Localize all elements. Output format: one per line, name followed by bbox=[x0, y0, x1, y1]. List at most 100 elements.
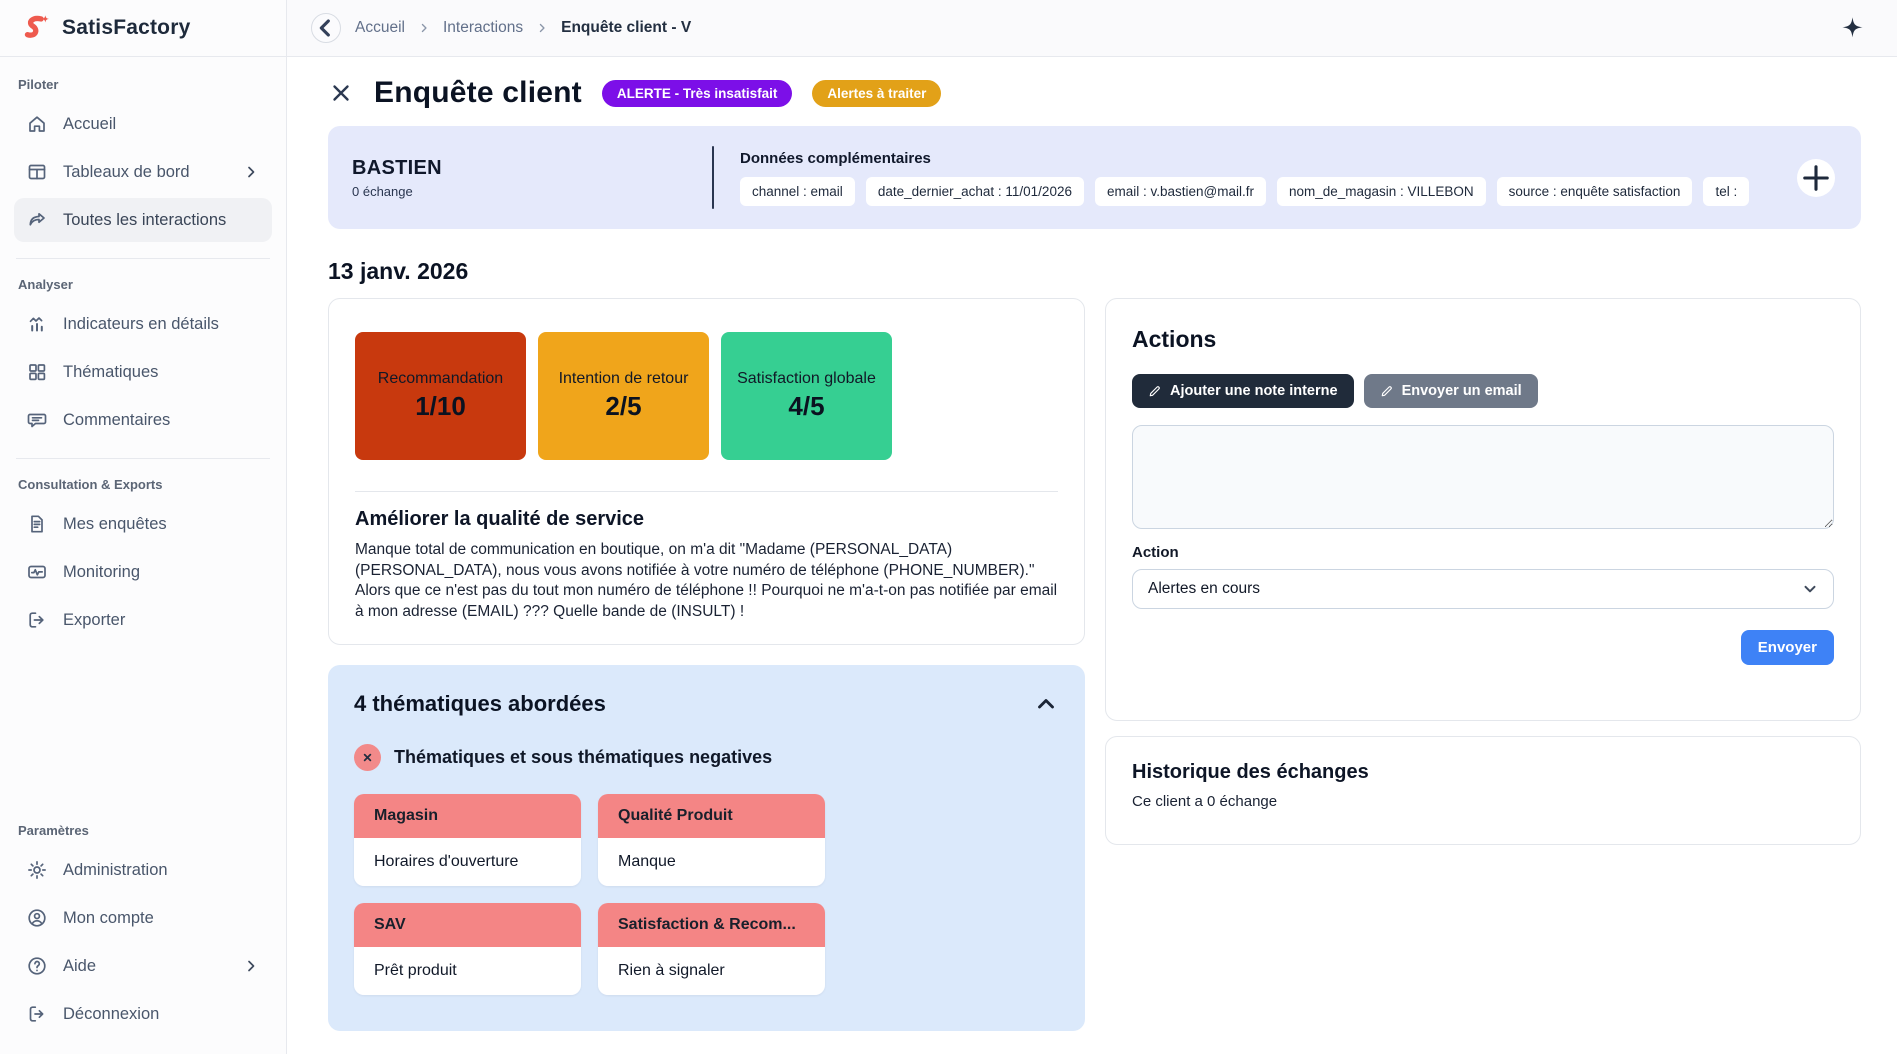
send-button[interactable]: Envoyer bbox=[1740, 630, 1834, 665]
brand[interactable]: SatisFactory bbox=[0, 0, 286, 57]
logout-icon bbox=[26, 1003, 48, 1025]
theme-title: Satisfaction & Recom... bbox=[598, 903, 825, 948]
chip-channel: channel : email bbox=[740, 176, 855, 206]
score-global-satisfaction: Satisfaction globale 4/5 bbox=[721, 332, 892, 460]
right-column: Actions Ajouter une note interne Envoyer… bbox=[1105, 298, 1861, 845]
theme-title: Magasin bbox=[354, 794, 581, 839]
sidebar-item-accueil[interactable]: Accueil bbox=[14, 102, 272, 146]
chip-date-dernier-achat: date_dernier_achat : 11/01/2026 bbox=[865, 176, 1084, 206]
customer-exchange-count: 0 échange bbox=[352, 183, 413, 199]
score-label: Satisfaction globale bbox=[737, 370, 876, 387]
nav-section-parametres: Paramètres bbox=[18, 823, 89, 838]
sidebar-nav: Piloter Accueil Tableaux de bord Toutes … bbox=[0, 57, 286, 1054]
add-note-button[interactable]: Ajouter une note interne bbox=[1132, 374, 1354, 408]
home-icon bbox=[26, 113, 48, 135]
theme-subtopic: Rien à signaler bbox=[598, 947, 825, 996]
content-columns: Recommandation 1/10 Intention de retour … bbox=[328, 298, 1861, 1032]
comment-title: Améliorer la qualité de service bbox=[355, 508, 645, 530]
sidebar-item-commentaires[interactable]: Commentaires bbox=[14, 398, 272, 442]
negative-themes-label: Thématiques et sous thématiques negative… bbox=[394, 747, 773, 768]
theme-grid: Magasin Horaires d'ouverture Qualité Pro… bbox=[354, 794, 1059, 996]
divider bbox=[16, 458, 270, 459]
chip-nom-de-magasin: nom_de_magasin : VILLEBON bbox=[1276, 176, 1486, 206]
chevron-right-icon bbox=[535, 21, 549, 35]
history-card: Historique des échanges Ce client a 0 éc… bbox=[1105, 736, 1861, 845]
gear-icon bbox=[26, 859, 48, 881]
sidebar-item-indicateurs[interactable]: Indicateurs en détails bbox=[14, 302, 272, 346]
survey-card: Recommandation 1/10 Intention de retour … bbox=[328, 298, 1085, 646]
nav-section-consultation-exports: Consultation & Exports bbox=[18, 477, 163, 492]
score-label: Intention de retour bbox=[558, 370, 689, 387]
add-data-button[interactable] bbox=[1797, 158, 1835, 197]
score-value: 2/5 bbox=[605, 391, 642, 421]
user-icon bbox=[26, 907, 48, 929]
dashboard-icon bbox=[26, 161, 48, 183]
theme-card-qualite-produit: Qualité Produit Manque bbox=[598, 794, 825, 887]
theme-subtopic: Manque bbox=[598, 838, 825, 887]
theme-subtopic: Prêt produit bbox=[354, 947, 581, 996]
comment-body: Manque total de communication en boutiqu… bbox=[355, 541, 1058, 620]
todo-badge: Alertes à traiter bbox=[812, 79, 942, 107]
customer-card: BASTIEN 0 échange Données complémentaire… bbox=[328, 126, 1861, 229]
pencil-icon bbox=[1148, 384, 1162, 398]
sidebar-item-monitoring[interactable]: Monitoring bbox=[14, 550, 272, 594]
history-title: Historique des échanges bbox=[1132, 761, 1369, 783]
actions-title: Actions bbox=[1132, 326, 1217, 352]
breadcrumb-interactions[interactable]: Interactions bbox=[442, 19, 524, 36]
grid-icon bbox=[26, 361, 48, 383]
sparkle-icon[interactable] bbox=[1837, 13, 1867, 43]
note-input[interactable] bbox=[1132, 425, 1834, 529]
chevron-right-icon bbox=[242, 957, 260, 975]
interaction-date: 13 janv. 2026 bbox=[328, 258, 469, 284]
document-icon bbox=[26, 513, 48, 535]
sidebar-item-tableaux-de-bord[interactable]: Tableaux de bord bbox=[14, 150, 272, 194]
score-value: 4/5 bbox=[788, 391, 825, 421]
score-cards: Recommandation 1/10 Intention de retour … bbox=[355, 332, 1058, 460]
sidebar-item-aide[interactable]: Aide bbox=[14, 944, 272, 988]
chevron-up-icon[interactable] bbox=[1033, 691, 1059, 717]
divider bbox=[712, 146, 714, 209]
theme-subtopic: Horaires d'ouverture bbox=[354, 838, 581, 887]
theme-card-satisfaction-recommandation: Satisfaction & Recom... Rien à signaler bbox=[598, 903, 825, 996]
main-area: Accueil Interactions Enquête client - V … bbox=[287, 0, 1897, 1054]
customer-chips: channel : email date_dernier_achat : 11/… bbox=[740, 176, 1779, 206]
sidebar-item-administration[interactable]: Administration bbox=[14, 848, 272, 892]
chevron-right-icon bbox=[417, 21, 431, 35]
breadcrumb: Accueil Interactions Enquête client - V bbox=[355, 19, 691, 37]
sidebar-item-exporter[interactable]: Exporter bbox=[14, 598, 272, 642]
brand-logo-icon bbox=[20, 12, 52, 44]
left-column: Recommandation 1/10 Intention de retour … bbox=[328, 298, 1085, 1032]
help-icon bbox=[26, 955, 48, 977]
back-button[interactable] bbox=[311, 13, 341, 43]
interactions-icon bbox=[26, 209, 48, 231]
sidebar-item-toutes-les-interactions[interactable]: Toutes les interactions bbox=[14, 198, 272, 242]
chip-email: email : v.bastien@mail.fr bbox=[1094, 176, 1266, 206]
theme-card-sav: SAV Prêt produit bbox=[354, 903, 581, 996]
close-icon[interactable] bbox=[328, 80, 354, 106]
breadcrumb-accueil[interactable]: Accueil bbox=[355, 19, 405, 36]
score-return-intent: Intention de retour 2/5 bbox=[538, 332, 709, 460]
sidebar-item-deconnexion[interactable]: Déconnexion bbox=[14, 992, 272, 1036]
alert-badge: ALERTE - Très insatisfait bbox=[601, 79, 793, 107]
sidebar-item-thematiques[interactable]: Thématiques bbox=[14, 350, 272, 394]
customer-identity: BASTIEN 0 échange bbox=[352, 157, 712, 199]
score-label: Recommandation bbox=[377, 370, 504, 387]
negative-x-icon bbox=[354, 744, 381, 772]
comment-icon bbox=[26, 409, 48, 431]
sidebar-item-mon-compte[interactable]: Mon compte bbox=[14, 896, 272, 940]
sidebar-item-mes-enquetes[interactable]: Mes enquêtes bbox=[14, 502, 272, 546]
export-icon bbox=[26, 609, 48, 631]
action-select[interactable]: Alertes en cours bbox=[1132, 569, 1834, 609]
themes-title: 4 thématiques abordées bbox=[354, 691, 606, 717]
page-title: Enquête client bbox=[374, 76, 582, 109]
topbar: Accueil Interactions Enquête client - V bbox=[287, 0, 1897, 57]
negative-themes-row: Thématiques et sous thématiques negative… bbox=[354, 744, 1059, 772]
theme-card-magasin: Magasin Horaires d'ouverture bbox=[354, 794, 581, 887]
send-email-button[interactable]: Envoyer un email bbox=[1363, 374, 1538, 408]
theme-title: SAV bbox=[354, 903, 581, 948]
chip-tel: tel : bbox=[1703, 176, 1750, 206]
divider bbox=[355, 491, 1058, 492]
action-buttons: Ajouter une note interne Envoyer un emai… bbox=[1132, 374, 1834, 408]
customer-extra-data: Données complémentaires channel : email … bbox=[740, 150, 1779, 206]
